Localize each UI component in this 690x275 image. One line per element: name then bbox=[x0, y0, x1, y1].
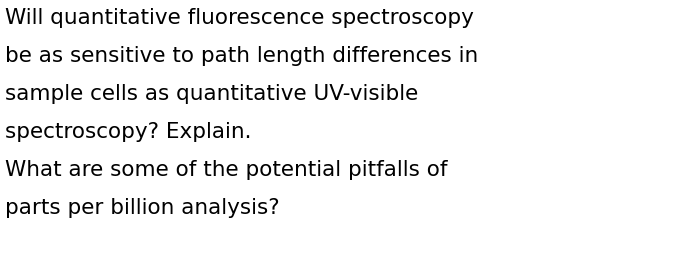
Text: sample cells as quantitative UV-visible: sample cells as quantitative UV-visible bbox=[5, 84, 418, 104]
Text: Will quantitative fluorescence spectroscopy: Will quantitative fluorescence spectrosc… bbox=[5, 8, 474, 28]
Text: parts per billion analysis?: parts per billion analysis? bbox=[5, 198, 279, 218]
Text: spectroscopy? Explain.: spectroscopy? Explain. bbox=[5, 122, 251, 142]
Text: be as sensitive to path length differences in: be as sensitive to path length differenc… bbox=[5, 46, 478, 66]
Text: What are some of the potential pitfalls of: What are some of the potential pitfalls … bbox=[5, 160, 448, 180]
